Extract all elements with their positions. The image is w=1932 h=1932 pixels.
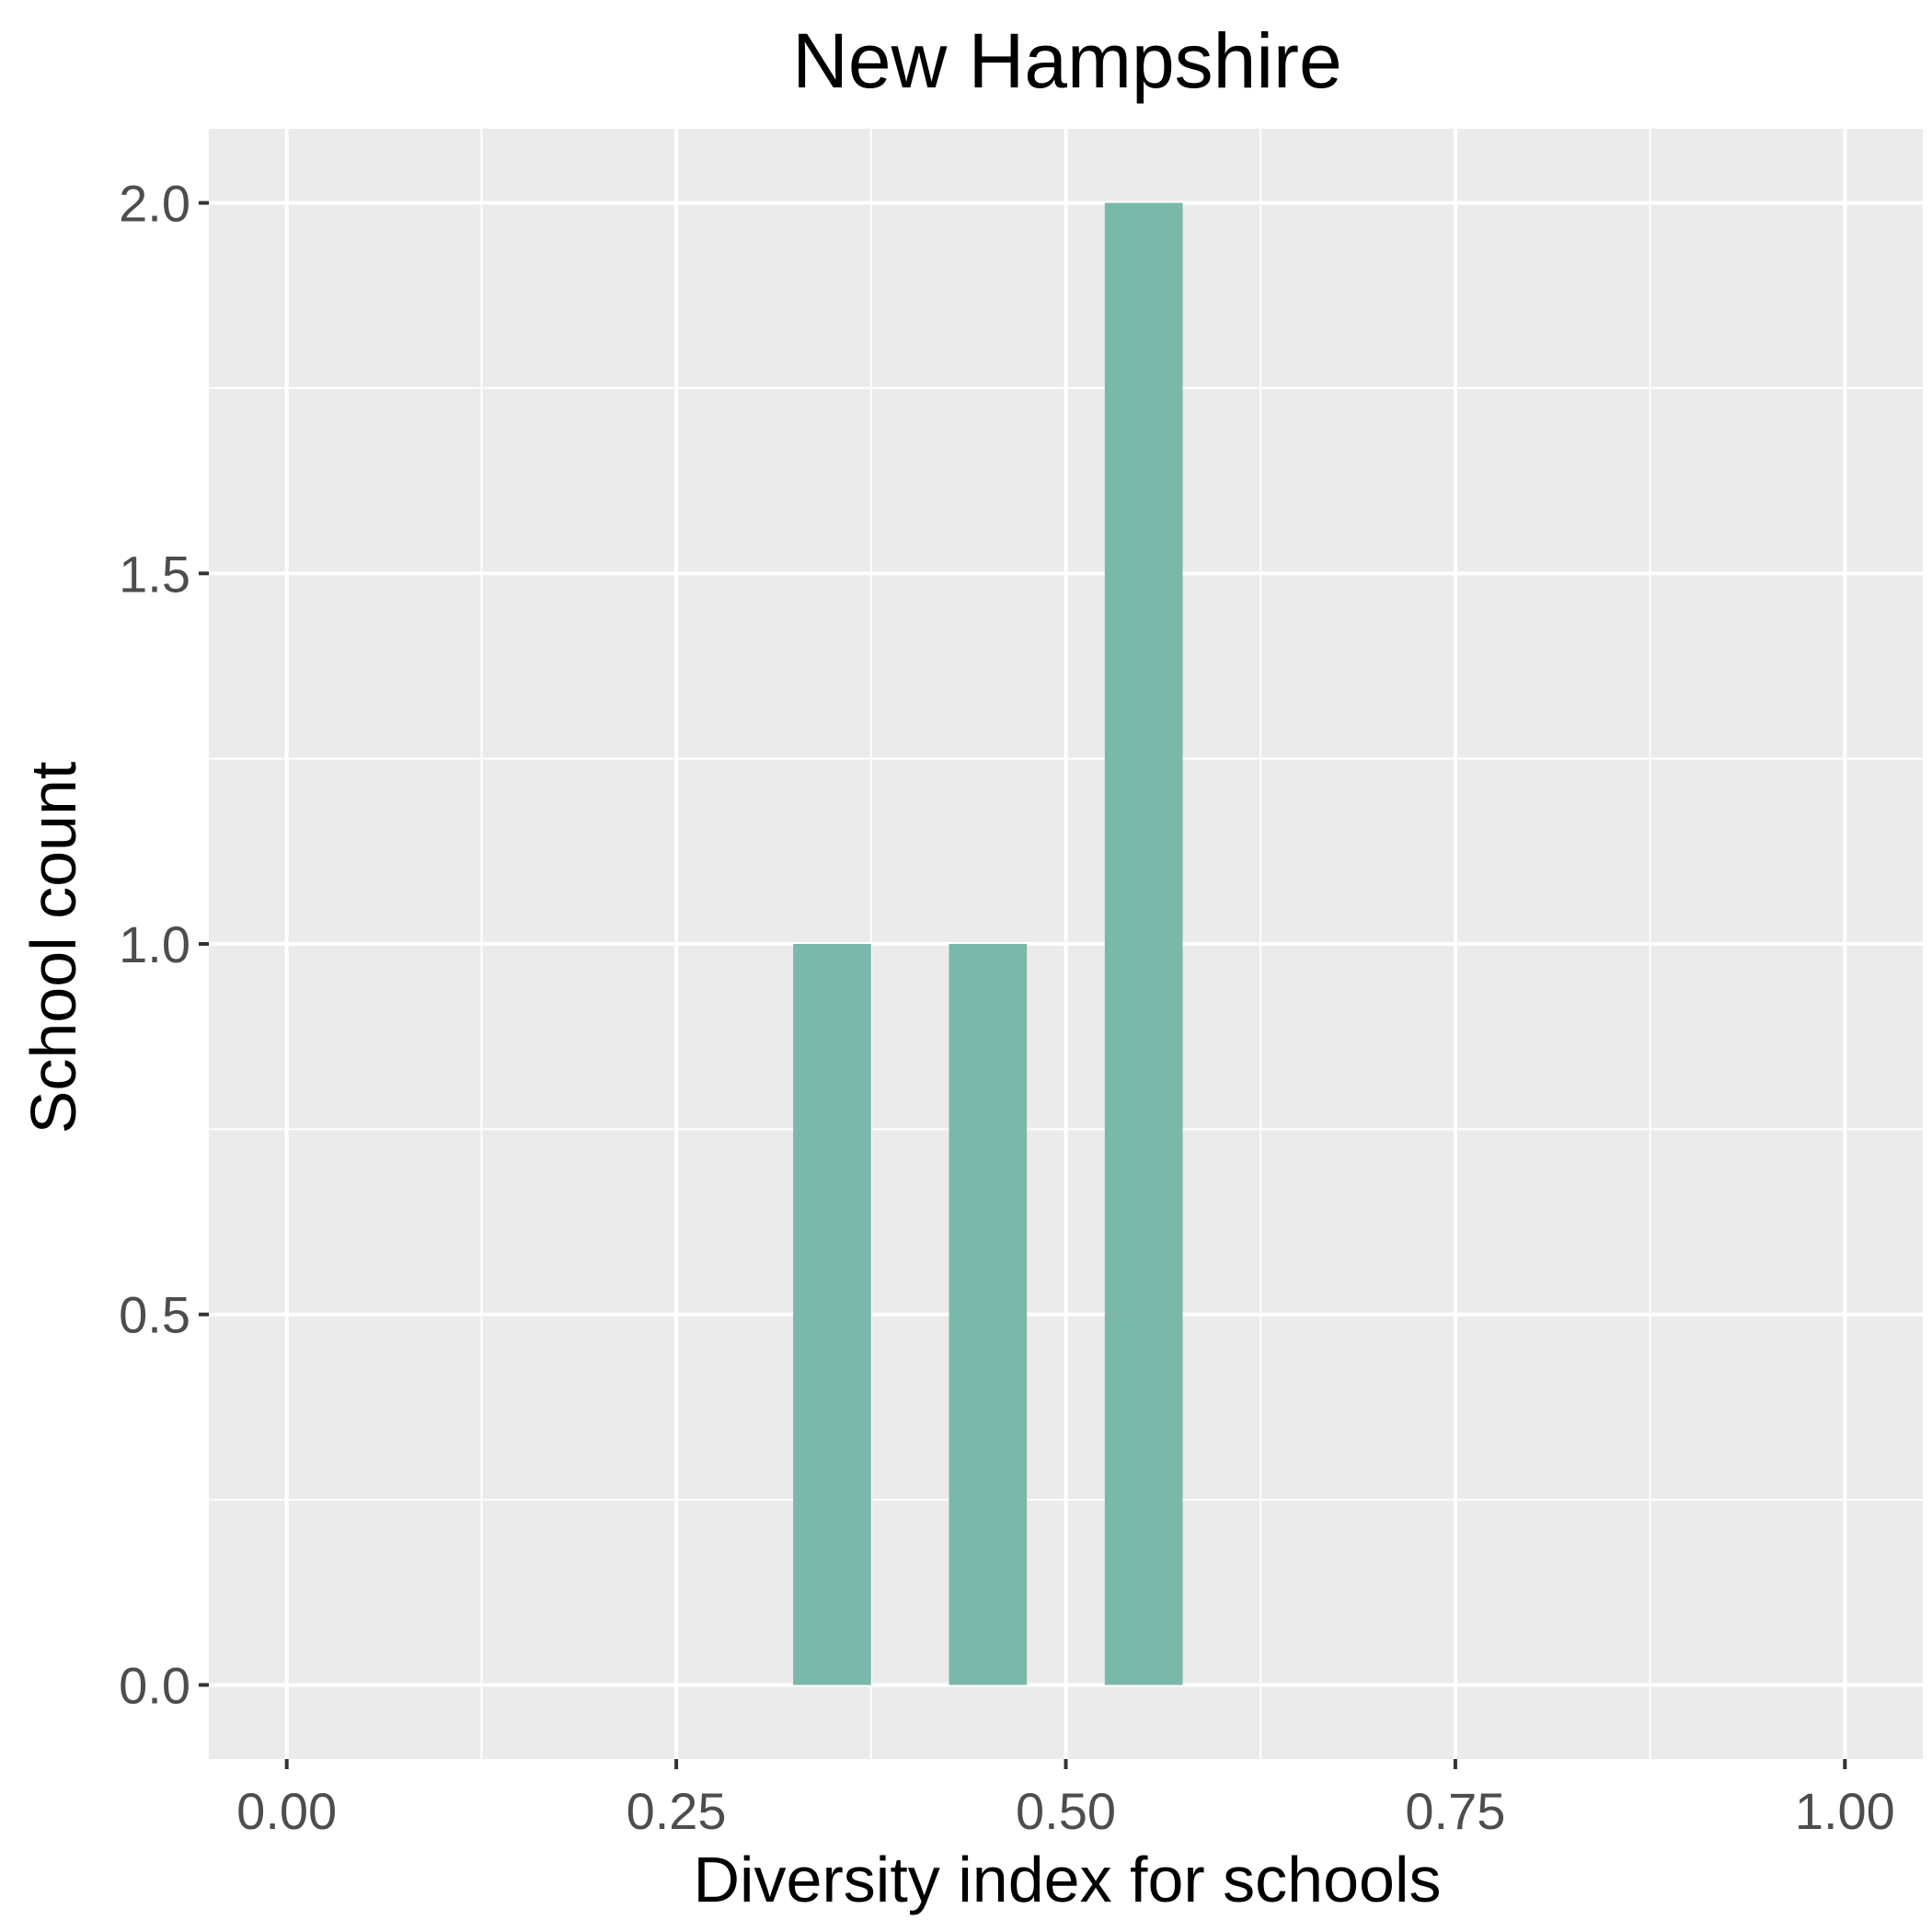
- x-tick-label: 0.00: [236, 1782, 337, 1840]
- histogram-bar-2: [949, 944, 1028, 1685]
- histogram-bar-1: [793, 944, 871, 1685]
- histogram-bar-3: [1104, 202, 1183, 1685]
- y-tick-label: 0.5: [119, 1286, 190, 1344]
- x-tick-label: 0.75: [1405, 1782, 1505, 1840]
- x-tick-label: 0.25: [627, 1782, 727, 1840]
- x-axis-title: Diversity index for schools: [693, 1844, 1441, 1915]
- chart-title: New Hampshire: [792, 17, 1342, 104]
- y-tick-label: 2.0: [119, 175, 190, 233]
- y-tick-label: 1.5: [119, 545, 190, 603]
- y-axis-title: School count: [17, 762, 89, 1134]
- y-tick-label: 1.0: [119, 915, 190, 973]
- x-tick-label: 0.50: [1016, 1782, 1116, 1840]
- plot-panel: 0.0 0.5 1.0 1.5 2.0 0.00 0.25 0.50 0.75 1.00: [119, 129, 1923, 1840]
- y-tick-label: 0.0: [119, 1656, 190, 1714]
- x-tick-label: 1.00: [1795, 1782, 1895, 1840]
